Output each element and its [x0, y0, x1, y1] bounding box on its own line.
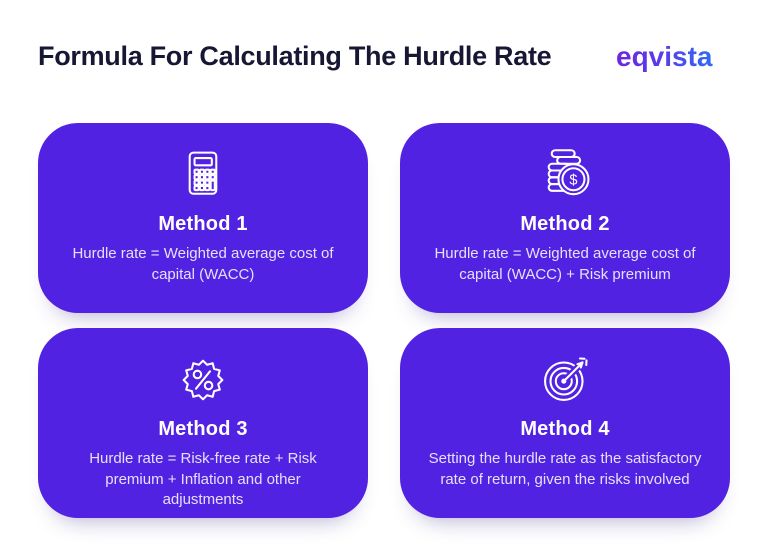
- method-3-card: Method 3 Hurdle rate = Risk-free rate + …: [38, 328, 368, 518]
- methods-grid: Method 1 Hurdle rate = Weighted average …: [38, 123, 730, 518]
- method-4-card: Method 4 Setting the hurdle rate as the …: [400, 328, 730, 518]
- coins-icon: $: [536, 146, 594, 204]
- method-title: Method 2: [520, 213, 610, 235]
- svg-text:$: $: [569, 172, 577, 188]
- logo-text: eqvista: [616, 41, 713, 72]
- method-1-card: Method 1 Hurdle rate = Weighted average …: [38, 123, 368, 313]
- header: Formula For Calculating The Hurdle Rate …: [0, 0, 768, 79]
- percent-badge-icon: [174, 351, 232, 409]
- method-title: Method 1: [158, 213, 248, 235]
- page-title: Formula For Calculating The Hurdle Rate: [38, 41, 552, 71]
- calculator-icon: [174, 146, 232, 204]
- eqvista-logo-svg: eqvista: [616, 41, 713, 72]
- method-title: Method 3: [158, 418, 248, 440]
- method-description: Hurdle rate = Risk-free rate + Risk prem…: [89, 450, 317, 509]
- eqvista-logo: eqvista: [616, 40, 722, 79]
- method-description: Setting the hurdle rate as the satisfact…: [428, 450, 702, 488]
- target-arrow-icon: [536, 351, 594, 409]
- method-description: Hurdle rate = Weighted average cost of c…: [72, 245, 334, 283]
- method-title: Method 4: [520, 418, 610, 440]
- method-2-card: $ Method 2 Hurdle rate = Weighted averag…: [400, 123, 730, 313]
- method-description: Hurdle rate = Weighted average cost of c…: [434, 245, 696, 283]
